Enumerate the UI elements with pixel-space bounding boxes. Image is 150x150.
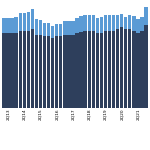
Bar bbox=[63, 21, 66, 34]
Bar bbox=[39, 20, 42, 34]
Bar bbox=[84, 15, 87, 31]
Bar bbox=[47, 36, 50, 108]
Bar bbox=[23, 31, 26, 108]
Bar bbox=[144, 25, 148, 108]
Bar bbox=[10, 33, 14, 108]
Bar bbox=[75, 18, 79, 33]
Bar bbox=[144, 7, 148, 25]
Bar bbox=[55, 24, 58, 36]
Bar bbox=[120, 27, 123, 108]
Bar bbox=[96, 33, 99, 108]
Bar bbox=[31, 9, 34, 29]
Bar bbox=[43, 36, 46, 108]
Bar bbox=[55, 36, 58, 108]
Bar bbox=[104, 31, 107, 108]
Bar bbox=[136, 33, 140, 108]
Bar bbox=[51, 26, 54, 38]
Bar bbox=[59, 36, 62, 108]
Bar bbox=[112, 31, 115, 108]
Bar bbox=[14, 17, 18, 33]
Bar bbox=[140, 31, 144, 108]
Bar bbox=[18, 31, 22, 108]
Bar bbox=[132, 16, 136, 31]
Bar bbox=[27, 31, 30, 108]
Bar bbox=[108, 15, 111, 31]
Bar bbox=[35, 34, 38, 108]
Bar bbox=[92, 15, 95, 31]
Bar bbox=[116, 15, 119, 29]
Bar bbox=[80, 16, 83, 32]
Bar bbox=[100, 17, 103, 33]
Bar bbox=[132, 31, 136, 108]
Bar bbox=[124, 29, 127, 108]
Bar bbox=[31, 29, 34, 108]
Bar bbox=[88, 15, 91, 31]
Bar bbox=[27, 12, 30, 31]
Bar bbox=[43, 23, 46, 36]
Bar bbox=[88, 31, 91, 108]
Bar bbox=[75, 33, 79, 108]
Bar bbox=[23, 14, 26, 31]
Bar bbox=[51, 38, 54, 108]
Bar bbox=[14, 33, 18, 108]
Bar bbox=[136, 19, 140, 33]
Bar bbox=[2, 33, 6, 108]
Bar bbox=[71, 21, 75, 34]
Bar bbox=[67, 34, 70, 108]
Bar bbox=[116, 29, 119, 108]
Bar bbox=[6, 18, 10, 33]
Bar bbox=[84, 31, 87, 108]
Bar bbox=[96, 18, 99, 33]
Bar bbox=[2, 18, 6, 33]
Bar bbox=[47, 23, 50, 36]
Bar bbox=[63, 34, 66, 108]
Bar bbox=[59, 24, 62, 36]
Bar bbox=[100, 33, 103, 108]
Bar bbox=[35, 19, 38, 34]
Bar bbox=[108, 31, 111, 108]
Bar bbox=[120, 14, 123, 27]
Bar bbox=[18, 12, 22, 31]
Bar bbox=[104, 15, 107, 31]
Bar bbox=[71, 34, 75, 108]
Bar bbox=[80, 32, 83, 108]
Bar bbox=[124, 17, 127, 29]
Bar bbox=[140, 17, 144, 31]
Bar bbox=[6, 33, 10, 108]
Bar bbox=[128, 15, 132, 29]
Bar bbox=[39, 34, 42, 108]
Bar bbox=[112, 15, 115, 31]
Bar bbox=[67, 21, 70, 34]
Bar bbox=[92, 31, 95, 108]
Bar bbox=[128, 29, 132, 108]
Bar bbox=[10, 18, 14, 33]
